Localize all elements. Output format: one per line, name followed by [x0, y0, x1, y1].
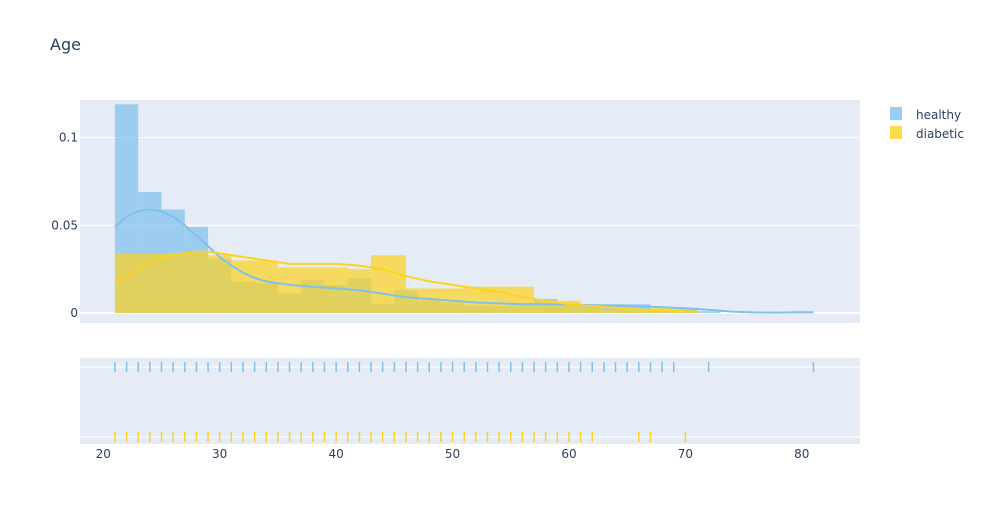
density-curve-diabetic[interactable] — [114, 250, 686, 313]
histogram-bar-diabetic[interactable] — [580, 307, 604, 313]
legend: healthy diabetic — [890, 107, 964, 141]
chart-title: Age — [50, 35, 81, 54]
x-tick-label: 70 — [678, 447, 693, 461]
x-tick-label: 80 — [794, 447, 809, 461]
axis-tick-labels: 0 0.05 0.1 20 30 40 50 60 70 80 — [51, 131, 809, 461]
x-tick-label: 50 — [445, 447, 460, 461]
x-tick-label: 60 — [561, 447, 576, 461]
histogram-bar-diabetic[interactable] — [371, 255, 406, 313]
legend-item-diabetic[interactable]: diabetic — [890, 126, 964, 141]
x-tick-label: 40 — [328, 447, 343, 461]
histogram-bar-diabetic[interactable] — [231, 260, 278, 313]
diabetic-histogram-bars — [114, 253, 698, 313]
histogram-bar-diabetic[interactable] — [277, 267, 348, 313]
x-tick-label: 30 — [212, 447, 227, 461]
histogram-bar-diabetic[interactable] — [464, 286, 488, 313]
legend-swatch-healthy — [890, 107, 902, 120]
histogram-bar-diabetic[interactable] — [114, 253, 209, 313]
legend-item-healthy[interactable]: healthy — [890, 107, 961, 122]
histogram-bar-healthy[interactable] — [697, 311, 721, 313]
histogram-bar-diabetic[interactable] — [208, 255, 232, 313]
y-tick-label: 0 — [70, 306, 78, 320]
y-tick-label: 0.05 — [51, 218, 78, 232]
rug-marks — [114, 362, 815, 442]
y-tick-label: 0.1 — [59, 131, 78, 145]
density-curves — [114, 208, 814, 314]
legend-label-diabetic: diabetic — [916, 127, 964, 141]
x-tick-label: 20 — [96, 447, 111, 461]
legend-swatch-diabetic — [890, 126, 902, 139]
rug-plot-area — [80, 358, 860, 444]
legend-label-healthy: healthy — [916, 108, 961, 122]
density-curve-healthy[interactable] — [114, 208, 814, 314]
histogram-bar-diabetic[interactable] — [603, 309, 651, 313]
